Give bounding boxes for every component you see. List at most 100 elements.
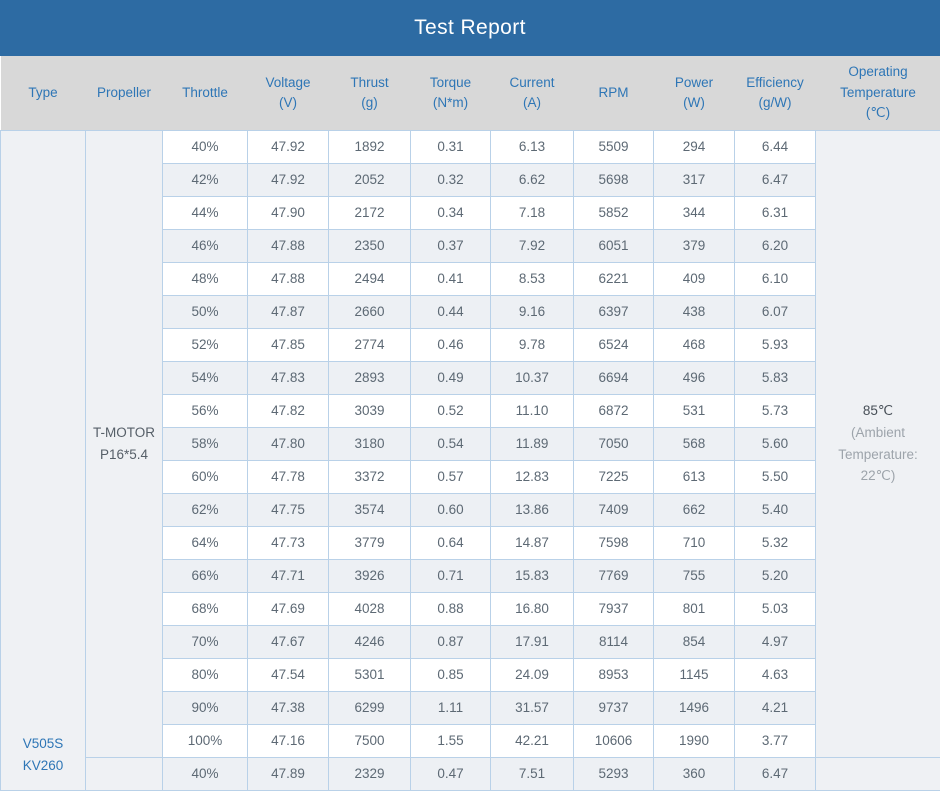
cell-throttle: 42% bbox=[162, 162, 248, 197]
cell-current: 13.86 bbox=[490, 492, 574, 527]
cell-rpm: 7225 bbox=[573, 459, 654, 494]
cell-torque: 0.60 bbox=[410, 492, 491, 527]
cell-throttle: 64% bbox=[162, 525, 248, 560]
cell-voltage: 47.75 bbox=[247, 492, 329, 527]
cell-current: 16.80 bbox=[490, 591, 574, 626]
cell-type: V505S KV260 bbox=[0, 129, 86, 791]
cell-rpm: 6221 bbox=[573, 261, 654, 296]
table-row: 42% 47.92 2052 0.32 6.62 5698 317 6.47 bbox=[1, 162, 940, 197]
cell-efficiency: 4.63 bbox=[734, 657, 816, 692]
cell-rpm: 8953 bbox=[573, 657, 654, 692]
cell-voltage: 47.88 bbox=[247, 261, 329, 296]
cell-voltage: 47.90 bbox=[247, 195, 329, 230]
table-row: 40% 47.89 2329 0.47 7.51 5293 360 6.47 bbox=[1, 756, 940, 791]
cell-throttle: 46% bbox=[162, 228, 248, 263]
cell-torque: 0.57 bbox=[410, 459, 491, 494]
cell-propeller bbox=[85, 756, 163, 791]
cell-torque: 0.54 bbox=[410, 426, 491, 461]
cell-torque: 1.55 bbox=[410, 723, 491, 758]
cell-thrust: 2893 bbox=[328, 360, 411, 395]
cell-throttle: 66% bbox=[162, 558, 248, 593]
cell-thrust: 5301 bbox=[328, 657, 411, 692]
cell-power: 379 bbox=[653, 228, 735, 263]
cell-voltage: 47.54 bbox=[247, 657, 329, 692]
table-row: 70% 47.67 4246 0.87 17.91 8114 854 4.97 bbox=[1, 624, 940, 659]
cell-current: 11.89 bbox=[490, 426, 574, 461]
cell-thrust: 2494 bbox=[328, 261, 411, 296]
cell-efficiency: 6.47 bbox=[734, 756, 816, 791]
cell-torque: 0.88 bbox=[410, 591, 491, 626]
cell-thrust: 7500 bbox=[328, 723, 411, 758]
cell-throttle: 40% bbox=[162, 129, 248, 164]
cell-thrust: 2329 bbox=[328, 756, 411, 791]
cell-efficiency: 4.21 bbox=[734, 690, 816, 725]
col-header-type: Type bbox=[0, 56, 86, 130]
cell-power: 1990 bbox=[653, 723, 735, 758]
cell-current: 7.18 bbox=[490, 195, 574, 230]
table-row: 80% 47.54 5301 0.85 24.09 8953 1145 4.63 bbox=[1, 657, 940, 692]
cell-efficiency: 6.10 bbox=[734, 261, 816, 296]
cell-power: 344 bbox=[653, 195, 735, 230]
cell-thrust: 4028 bbox=[328, 591, 411, 626]
col-header-rpm: RPM bbox=[573, 56, 654, 130]
cell-thrust: 3372 bbox=[328, 459, 411, 494]
table-row: 46% 47.88 2350 0.37 7.92 6051 379 6.20 bbox=[1, 228, 940, 263]
cell-torque: 0.47 bbox=[410, 756, 491, 791]
cell-throttle: 100% bbox=[162, 723, 248, 758]
cell-throttle: 60% bbox=[162, 459, 248, 494]
cell-throttle: 70% bbox=[162, 624, 248, 659]
cell-efficiency: 5.20 bbox=[734, 558, 816, 593]
cell-rpm: 6051 bbox=[573, 228, 654, 263]
table-row: 44% 47.90 2172 0.34 7.18 5852 344 6.31 bbox=[1, 195, 940, 230]
test-report-table: Type Propeller Throttle Voltage (V) Thrust (g)… bbox=[0, 56, 940, 791]
cell-voltage: 47.67 bbox=[247, 624, 329, 659]
cell-rpm: 6694 bbox=[573, 360, 654, 395]
cell-torque: 0.87 bbox=[410, 624, 491, 659]
cell-efficiency: 5.60 bbox=[734, 426, 816, 461]
col-header-thrust: Thrust (g) bbox=[328, 56, 411, 130]
table-row: 58% 47.80 3180 0.54 11.89 7050 568 5.60 bbox=[1, 426, 940, 461]
cell-voltage: 47.16 bbox=[247, 723, 329, 758]
col-header-efficiency: Efficiency (g/W) bbox=[734, 56, 816, 130]
cell-torque: 0.44 bbox=[410, 294, 491, 329]
header-row: Type Propeller Throttle Voltage (V) Thrust (g)… bbox=[0, 56, 940, 130]
table-header: Type Propeller Throttle Voltage (V) Thrust (g)… bbox=[0, 56, 940, 130]
cell-power: 468 bbox=[653, 327, 735, 362]
cell-current: 24.09 bbox=[490, 657, 574, 692]
cell-thrust: 2172 bbox=[328, 195, 411, 230]
cell-rpm: 9737 bbox=[573, 690, 654, 725]
cell-efficiency: 5.03 bbox=[734, 591, 816, 626]
cell-efficiency: 5.40 bbox=[734, 492, 816, 527]
cell-torque: 0.85 bbox=[410, 657, 491, 692]
cell-throttle: 56% bbox=[162, 393, 248, 428]
cell-power: 1496 bbox=[653, 690, 735, 725]
cell-voltage: 47.82 bbox=[247, 393, 329, 428]
cell-throttle: 40% bbox=[162, 756, 248, 791]
cell-power: 496 bbox=[653, 360, 735, 395]
cell-efficiency: 5.83 bbox=[734, 360, 816, 395]
cell-throttle: 50% bbox=[162, 294, 248, 329]
cell-torque: 0.71 bbox=[410, 558, 491, 593]
cell-throttle: 58% bbox=[162, 426, 248, 461]
cell-current: 42.21 bbox=[490, 723, 574, 758]
cell-power: 568 bbox=[653, 426, 735, 461]
cell-thrust: 4246 bbox=[328, 624, 411, 659]
col-header-power: Power (W) bbox=[653, 56, 735, 130]
cell-power: 854 bbox=[653, 624, 735, 659]
cell-rpm: 5293 bbox=[573, 756, 654, 791]
cell-power: 1145 bbox=[653, 657, 735, 692]
cell-throttle: 90% bbox=[162, 690, 248, 725]
cell-rpm: 6397 bbox=[573, 294, 654, 329]
cell-current: 8.53 bbox=[490, 261, 574, 296]
cell-thrust: 3574 bbox=[328, 492, 411, 527]
col-header-current: Current (A) bbox=[490, 56, 574, 130]
cell-rpm: 5852 bbox=[573, 195, 654, 230]
cell-thrust: 2774 bbox=[328, 327, 411, 362]
cell-voltage: 47.38 bbox=[247, 690, 329, 725]
cell-efficiency: 6.07 bbox=[734, 294, 816, 329]
report-title: Test Report bbox=[414, 16, 526, 39]
cell-thrust: 2660 bbox=[328, 294, 411, 329]
cell-torque: 0.34 bbox=[410, 195, 491, 230]
cell-power: 294 bbox=[653, 129, 735, 164]
